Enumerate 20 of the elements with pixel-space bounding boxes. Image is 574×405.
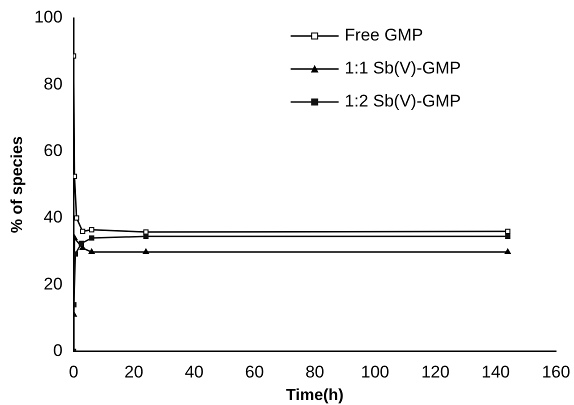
- x-axis-title: Time(h): [286, 386, 344, 404]
- y-tick-label: 20: [44, 274, 63, 294]
- legend-label: 1:1 Sb(V)-GMP: [344, 58, 461, 78]
- y-tick-label: 100: [34, 8, 63, 27]
- x-tick-label: 140: [482, 362, 510, 382]
- x-tick-label: 120: [421, 362, 450, 382]
- y-tick-label: 40: [44, 208, 63, 227]
- y-tick-label: 0: [53, 341, 63, 360]
- y-tick-label: 60: [44, 141, 63, 160]
- x-tick-label: 40: [184, 362, 204, 382]
- x-tick-label: 20: [124, 362, 144, 382]
- y-tick-label: 80: [44, 74, 63, 94]
- y-axis-title: % of species: [9, 136, 26, 234]
- x-tick-label: 80: [305, 362, 324, 382]
- legend-label: 1:2 Sb(V)-GMP: [344, 92, 461, 111]
- x-tick-label: 0: [68, 362, 78, 382]
- x-tick-label: 60: [245, 362, 264, 382]
- x-tick-label: 160: [542, 362, 570, 382]
- x-tick-label: 100: [360, 362, 390, 382]
- legend-label: Free GMP: [344, 26, 424, 45]
